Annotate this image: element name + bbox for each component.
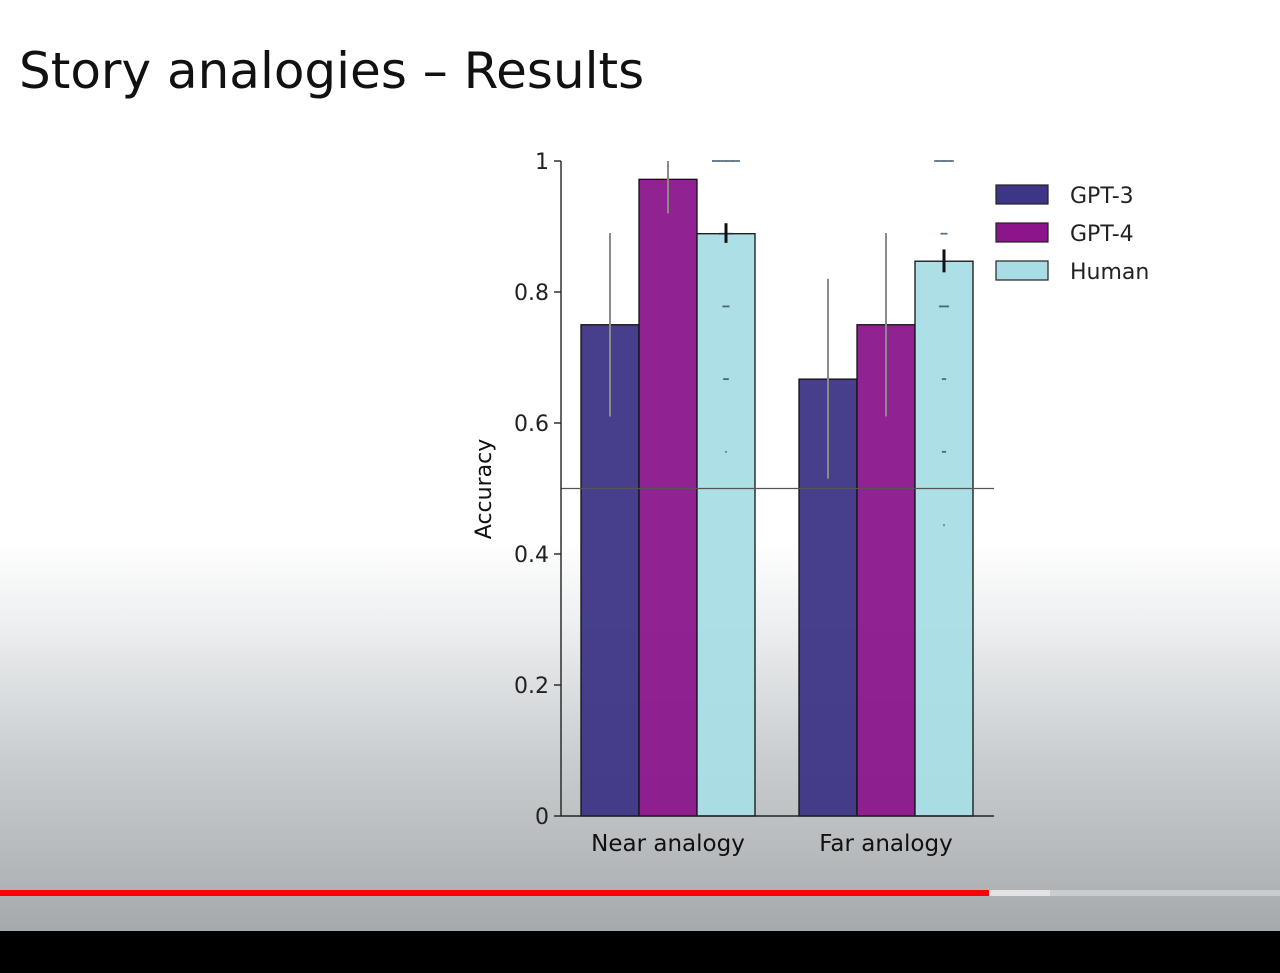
human-data-point — [941, 450, 944, 453]
human-data-point — [731, 232, 733, 235]
bar — [696, 233, 756, 817]
human-data-point — [735, 160, 738, 162]
human-data-point — [943, 305, 945, 308]
human-data-point — [948, 160, 950, 162]
slide: Story analogies – Results 0 0.2 0.4 0.6 0.8 1… — [0, 0, 1280, 931]
human-data-point — [719, 160, 721, 162]
human-data-point — [945, 160, 947, 162]
human-data-point — [949, 160, 951, 162]
human-data-point — [727, 160, 729, 162]
y-axis-label: Accuracy — [472, 439, 497, 539]
human-data-point — [941, 305, 944, 308]
human-data-point — [716, 160, 718, 162]
human-data-point — [941, 232, 944, 235]
human-data-point — [940, 305, 942, 308]
human-data-point — [728, 232, 731, 235]
human-data-point — [725, 305, 727, 308]
human-data-point — [723, 378, 725, 381]
human-data-point — [944, 305, 947, 308]
human-data-point — [935, 160, 937, 162]
human-data-point — [943, 450, 945, 453]
human-data-point — [939, 305, 941, 308]
human-data-point — [714, 160, 717, 162]
x-category-label: Far analogy — [819, 831, 952, 857]
legend-label: GPT-4 — [1070, 222, 1134, 247]
human-data-point — [940, 232, 942, 235]
human-data-point — [728, 305, 730, 308]
human-data-point — [712, 160, 714, 162]
legend-label: Human — [1070, 260, 1149, 285]
human-data-point — [731, 160, 733, 162]
human-data-point — [722, 305, 724, 308]
human-data-point — [942, 160, 944, 162]
legend-swatch — [995, 184, 1049, 205]
x-category-label: Near analogy — [591, 831, 745, 857]
human-data-point — [938, 160, 940, 162]
human-data-point — [952, 160, 954, 162]
legend-swatch — [995, 260, 1049, 281]
video-played-bar — [0, 890, 990, 896]
bar — [638, 178, 698, 817]
human-data-point — [733, 160, 735, 162]
human-data-point — [724, 378, 726, 381]
human-data-point — [946, 305, 948, 308]
slide-title: Story analogies – Results — [19, 42, 645, 100]
human-data-point — [946, 232, 948, 235]
human-data-point — [946, 160, 949, 162]
human-data-point — [723, 305, 726, 308]
human-data-point — [720, 232, 722, 235]
human-data-point — [724, 160, 726, 162]
y-tick-label: 0 — [535, 805, 549, 830]
human-data-point — [944, 232, 947, 235]
human-data-point — [943, 524, 945, 527]
human-data-point — [737, 160, 739, 162]
human-data-point — [944, 450, 947, 453]
human-data-point — [939, 160, 942, 162]
human-data-point — [941, 378, 944, 381]
human-data-point — [730, 232, 732, 235]
human-data-point — [937, 160, 939, 162]
human-data-point — [717, 160, 719, 162]
human-data-point — [944, 378, 947, 381]
human-data-point — [943, 378, 945, 381]
human-data-point — [728, 160, 731, 162]
human-data-point — [726, 378, 728, 381]
human-data-point — [738, 160, 740, 162]
video-player-controls — [0, 931, 1280, 973]
human-data-point — [944, 160, 946, 162]
human-data-point — [713, 160, 715, 162]
human-data-point — [943, 232, 945, 235]
human-data-point — [723, 232, 725, 235]
human-data-point — [734, 160, 736, 162]
human-data-point — [727, 378, 729, 381]
legend-label: GPT-3 — [1070, 184, 1134, 209]
human-data-point — [730, 160, 732, 162]
accuracy-bar-chart: 0 0.2 0.4 0.6 0.8 1 Near analogy Far analogy Acc… — [472, 150, 1149, 857]
legend-swatch — [995, 222, 1049, 243]
human-data-point — [726, 160, 728, 162]
human-data-point — [719, 232, 721, 235]
human-data-point — [951, 160, 953, 162]
human-data-point — [721, 160, 724, 162]
human-data-point — [727, 232, 729, 235]
human-data-point — [725, 450, 727, 453]
video-progress-track[interactable] — [0, 890, 1280, 896]
y-tick-label: 0.4 — [514, 543, 549, 568]
y-tick-label: 0.6 — [514, 412, 549, 437]
y-tick-label: 1 — [535, 150, 549, 175]
human-data-point — [726, 305, 729, 308]
human-data-point — [934, 160, 936, 162]
y-tick-label: 0.8 — [514, 281, 549, 306]
human-data-point — [721, 232, 724, 235]
human-data-point — [941, 160, 943, 162]
y-tick-label: 0.2 — [514, 674, 549, 699]
bar — [914, 260, 974, 817]
human-data-point — [947, 305, 949, 308]
human-data-point — [720, 160, 722, 162]
human-data-point — [723, 160, 725, 162]
